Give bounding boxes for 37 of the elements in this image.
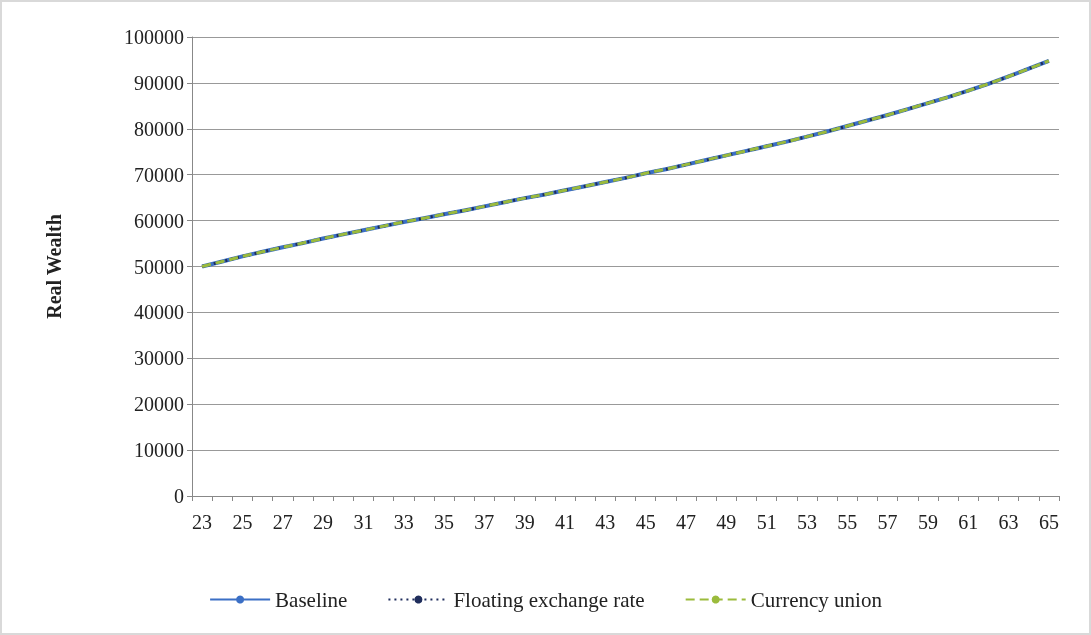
x-tick-label: 49 (716, 511, 737, 533)
x-tick-label: 61 (958, 511, 979, 533)
x-tick-label: 27 (272, 511, 293, 533)
x-tick-label: 53 (796, 511, 817, 533)
y-tick-label: 10000 (134, 439, 184, 462)
x-tick-label: 29 (313, 511, 334, 533)
x-tick-label: 39 (514, 511, 535, 533)
x-tick-label: 55 (837, 511, 858, 533)
x-tick-label: 59 (917, 511, 938, 533)
x-tick-label: 45 (635, 511, 656, 533)
x-tick-label: 51 (756, 511, 777, 533)
x-tick-label: 63 (998, 511, 1019, 533)
y-tick-label: 80000 (134, 117, 184, 140)
x-tick-label: 41 (555, 511, 576, 533)
y-tick-label: 0 (174, 485, 184, 507)
y-tick-label: 90000 (134, 71, 184, 94)
x-tick-label: 31 (353, 511, 374, 533)
x-tick-label: 47 (675, 511, 696, 533)
x-tick-label: 33 (393, 511, 414, 533)
y-tick-label: 20000 (134, 393, 184, 416)
x-tick-label: 65 (1038, 511, 1059, 533)
y-tick-label: 50000 (134, 255, 184, 278)
x-tick-label: 57 (877, 511, 898, 533)
x-tick-label: 37 (474, 511, 495, 533)
y-axis-title: Real Wealth (43, 214, 65, 319)
x-tick-label: 23 (192, 511, 213, 533)
x-tick-label: 25 (232, 511, 253, 533)
x-tick-label: 43 (595, 511, 616, 533)
y-tick-label: 100000 (124, 26, 184, 48)
y-tick-label: 60000 (134, 209, 184, 232)
y-tick-label: 70000 (134, 163, 184, 186)
legend-label: Floating exchange rate (453, 587, 645, 612)
x-tick-label: 35 (434, 511, 455, 533)
y-tick-label: 30000 (134, 347, 184, 370)
legend-label: Baseline (275, 587, 348, 612)
legend-label: Currency union (750, 587, 883, 612)
y-tick-label: 40000 (134, 301, 184, 324)
